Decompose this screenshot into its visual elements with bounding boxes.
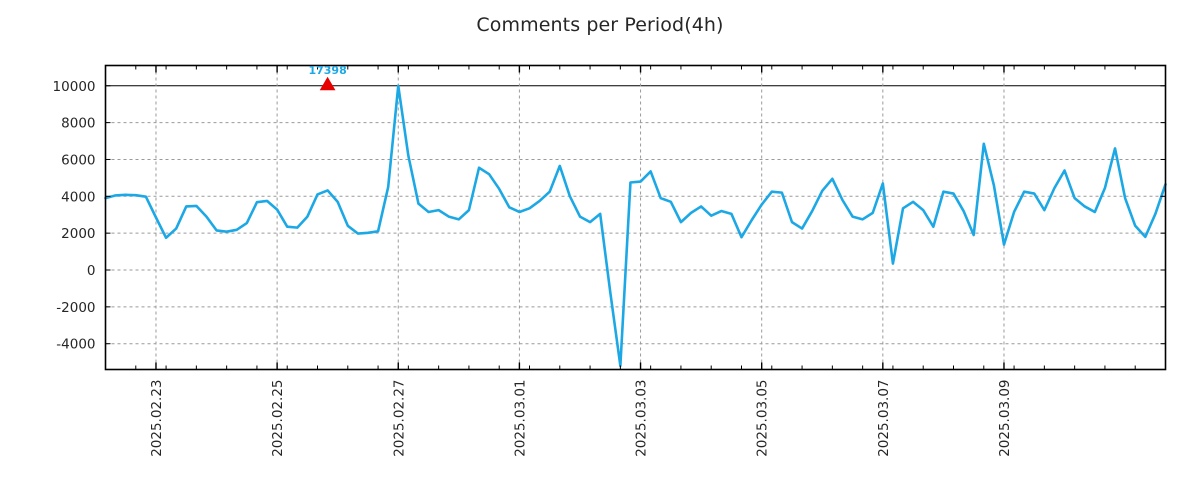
x-axis-tick-label: 2025.03.05 — [755, 380, 771, 457]
x-axis-tick-label: 2025.03.09 — [997, 380, 1013, 457]
x-axis-tick-label: 2025.02.23 — [149, 380, 165, 457]
y-axis-tick-label: 2000 — [61, 226, 95, 242]
peak-marker-triangle-icon — [319, 76, 336, 91]
x-axis-tick-label: 2025.02.27 — [391, 380, 407, 457]
y-axis-tick-label: 10000 — [53, 79, 96, 95]
y-axis-tick-label: 6000 — [61, 152, 95, 168]
x-axis-tick-label: 2025.03.01 — [512, 380, 528, 457]
y-axis-tick-label: 0 — [87, 263, 96, 279]
tick-label-layer: 10000 8000 6000 4000 2000 0 -2000 -4000 2025.02.… — [53, 79, 1013, 457]
x-axis-tick-label: 2025.03.07 — [876, 380, 892, 457]
data-series-line — [104, 84, 1167, 368]
y-axis-tick-label: -2000 — [56, 300, 95, 316]
grid-layer — [105, 65, 1166, 370]
data-layer — [104, 84, 1167, 368]
y-axis-tick-label: -4000 — [56, 337, 95, 353]
x-axis-tick-label: 2025.02.25 — [270, 380, 286, 457]
y-axis-tick-label: 4000 — [61, 189, 95, 205]
y-axis-tick-label: 8000 — [61, 116, 95, 132]
chart-title: Comments per Period(4h) — [476, 14, 724, 36]
peak-value-label: 17398 — [308, 64, 346, 77]
x-axis-tick-label: 2025.03.03 — [634, 380, 650, 457]
axis-layer — [104, 64, 1167, 371]
plot-frame — [104, 64, 1167, 371]
annotation-layer: 17398 — [308, 64, 347, 91]
